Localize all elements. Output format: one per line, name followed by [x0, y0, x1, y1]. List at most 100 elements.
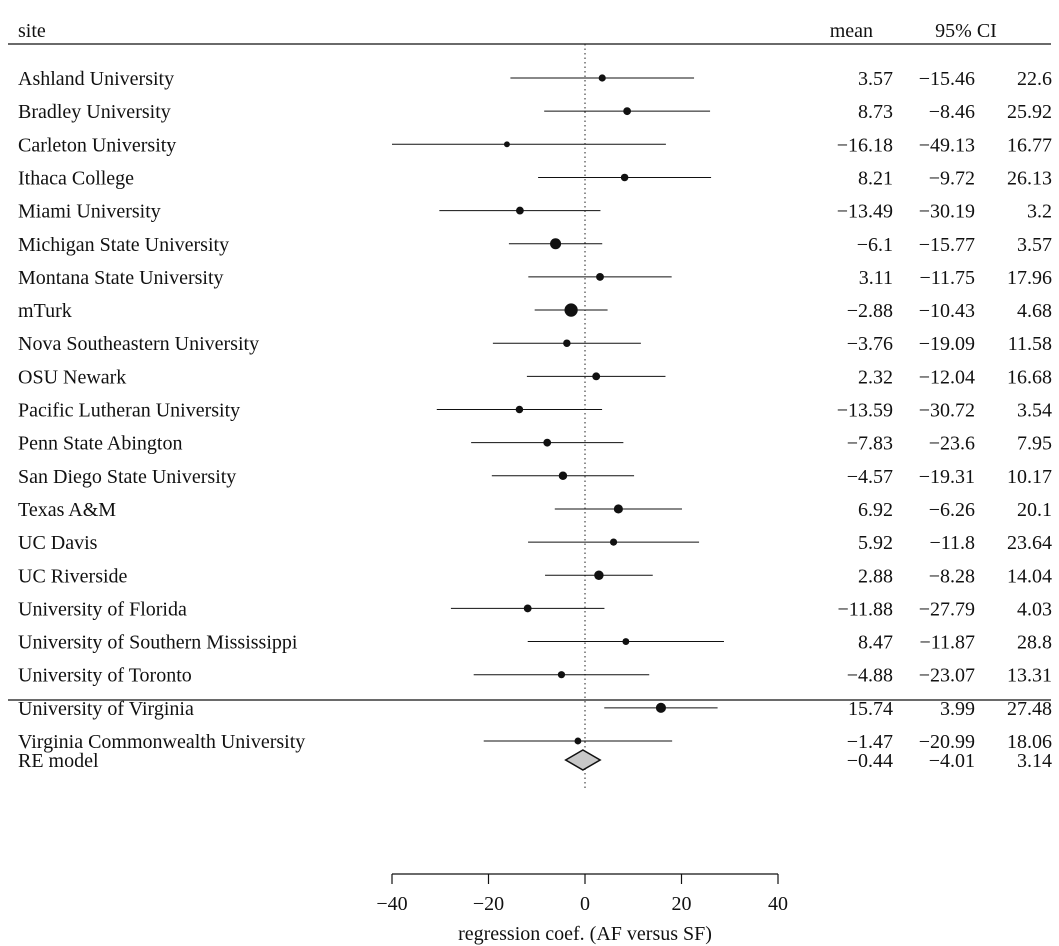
- site-label: University of Florida: [18, 598, 187, 620]
- study-row: Michigan State University −6.1 −15.77 3.57: [18, 234, 1052, 256]
- ci-upper-value: 22.6: [1017, 68, 1052, 90]
- mean-value: −7.83: [847, 433, 893, 455]
- ci-lower-value: −30.19: [919, 201, 975, 223]
- study-row: University of Florida −11.88 −27.79 4.03: [18, 598, 1052, 620]
- site-label: University of Virginia: [18, 698, 194, 720]
- point-estimate: [515, 405, 524, 414]
- site-label: mTurk: [18, 300, 72, 322]
- ci-lower-value: −49.13: [919, 134, 975, 156]
- point-estimate: [563, 339, 571, 347]
- study-row: Bradley University 8.73 −8.46 25.92: [18, 101, 1052, 123]
- point-estimate: [503, 141, 510, 148]
- study-row: Miami University −13.49 −30.19 3.2: [18, 201, 1052, 223]
- mean-value: 2.32: [858, 366, 893, 388]
- ci-upper-value: 13.31: [1007, 665, 1052, 687]
- ci-upper-value: 26.13: [1007, 167, 1052, 189]
- study-row: Ashland University 3.57 −15.46 22.6: [18, 68, 1052, 90]
- point-estimate: [557, 671, 566, 679]
- ci-lower-value: −23.07: [919, 665, 975, 687]
- mean-value: 2.88: [858, 565, 893, 587]
- summary-label: RE model: [18, 750, 99, 772]
- ci-upper-value: 20.1: [1017, 499, 1052, 521]
- point-estimate: [523, 604, 532, 613]
- header-site: site: [18, 20, 46, 42]
- point-estimate: [564, 303, 578, 317]
- site-label: Ithaca College: [18, 167, 134, 189]
- mean-value: 8.73: [858, 101, 893, 123]
- point-estimate: [543, 438, 552, 447]
- ci-lower-value: −8.28: [929, 565, 975, 587]
- study-row: University of Toronto −4.88 −23.07 13.31: [18, 665, 1052, 687]
- study-row: Texas A&M 6.92 −6.26 20.1: [18, 499, 1052, 521]
- ci-upper-value: 4.68: [1017, 300, 1052, 322]
- study-row: Virginia Commonwealth University −1.47 −20…: [18, 731, 1052, 753]
- ci-upper-value: 23.64: [1007, 532, 1052, 554]
- ci-upper-value: 28.8: [1017, 632, 1052, 654]
- x-axis: −40 −20 0 20 40: [376, 873, 788, 915]
- study-row: University of Southern Mississippi 8.47 −1…: [18, 632, 1052, 654]
- ci-upper-value: 3.54: [1017, 400, 1052, 422]
- study-row: UC Davis 5.92 −11.8 23.64: [18, 532, 1052, 554]
- point-estimate: [609, 538, 618, 546]
- point-estimate: [558, 471, 568, 481]
- study-row: Montana State University 3.11 −11.75 17.96: [18, 267, 1052, 289]
- site-label: Virginia Commonwealth University: [18, 731, 305, 753]
- point-estimate: [515, 206, 524, 215]
- x-tick-label: 40: [768, 893, 788, 915]
- point-estimate: [620, 173, 629, 182]
- site-label: Pacific Lutheran University: [18, 400, 240, 422]
- site-label: Texas A&M: [18, 499, 116, 521]
- ci-upper-value: 17.96: [1007, 267, 1052, 289]
- ci-upper-value: 3.57: [1017, 234, 1052, 256]
- point-estimate: [622, 638, 630, 645]
- study-row: Carleton University −16.18 −49.13 16.77: [18, 134, 1052, 156]
- mean-value: −1.47: [847, 731, 893, 753]
- study-row: UC Riverside 2.88 −8.28 14.04: [18, 565, 1052, 587]
- mean-value: 5.92: [858, 532, 893, 554]
- ci-lower-value: −23.6: [929, 433, 975, 455]
- study-row: OSU Newark 2.32 −12.04 16.68: [18, 366, 1052, 388]
- mean-value: 8.21: [858, 167, 893, 189]
- summary-mean-value: −0.44: [847, 750, 893, 772]
- ci-lower-value: 3.99: [940, 698, 975, 720]
- mean-value: −13.59: [837, 400, 893, 422]
- mean-value: 3.11: [859, 267, 893, 289]
- ci-upper-value: 7.95: [1017, 433, 1052, 455]
- site-label: UC Riverside: [18, 565, 128, 587]
- ci-lower-value: −30.72: [919, 400, 975, 422]
- mean-value: −11.88: [837, 598, 893, 620]
- mean-value: 15.74: [848, 698, 893, 720]
- study-row: Nova Southeastern University −3.76 −19.09 1…: [18, 333, 1052, 355]
- study-row: Ithaca College 8.21 −9.72 26.13: [18, 167, 1052, 189]
- ci-upper-value: 4.03: [1017, 598, 1052, 620]
- mean-value: −3.76: [847, 333, 893, 355]
- ci-lower-value: −15.46: [919, 68, 975, 90]
- point-estimate: [550, 238, 562, 250]
- point-estimate: [613, 504, 623, 514]
- point-estimate: [598, 74, 606, 82]
- ci-upper-value: 10.17: [1007, 466, 1052, 488]
- ci-upper-value: 16.77: [1007, 134, 1052, 156]
- ci-lower-value: −20.99: [919, 731, 975, 753]
- mean-value: −2.88: [847, 300, 893, 322]
- study-row: mTurk −2.88 −10.43 4.68: [18, 300, 1052, 322]
- site-label: Carleton University: [18, 134, 176, 156]
- study-row: University of Virginia 15.74 3.99 27.48: [18, 698, 1052, 720]
- ci-upper-value: 27.48: [1007, 698, 1052, 720]
- site-label: University of Southern Mississippi: [18, 632, 298, 654]
- ci-lower-value: −19.31: [919, 466, 975, 488]
- ci-lower-value: −10.43: [919, 300, 975, 322]
- study-row: Penn State Abington −7.83 −23.6 7.95: [18, 433, 1052, 455]
- mean-value: −4.88: [847, 665, 893, 687]
- study-row: San Diego State University −4.57 −19.31 10.…: [18, 466, 1052, 488]
- ci-lower-value: −15.77: [919, 234, 975, 256]
- study-rows: Ashland University 3.57 −15.46 22.6 Bradley …: [18, 68, 1052, 753]
- site-label: Nova Southeastern University: [18, 333, 259, 355]
- ci-lower-value: −6.26: [929, 499, 975, 521]
- ci-lower-value: −27.79: [919, 598, 975, 620]
- point-estimate: [574, 737, 582, 745]
- mean-value: −16.18: [837, 134, 893, 156]
- summary-diamond: [564, 749, 602, 771]
- point-estimate: [655, 702, 666, 713]
